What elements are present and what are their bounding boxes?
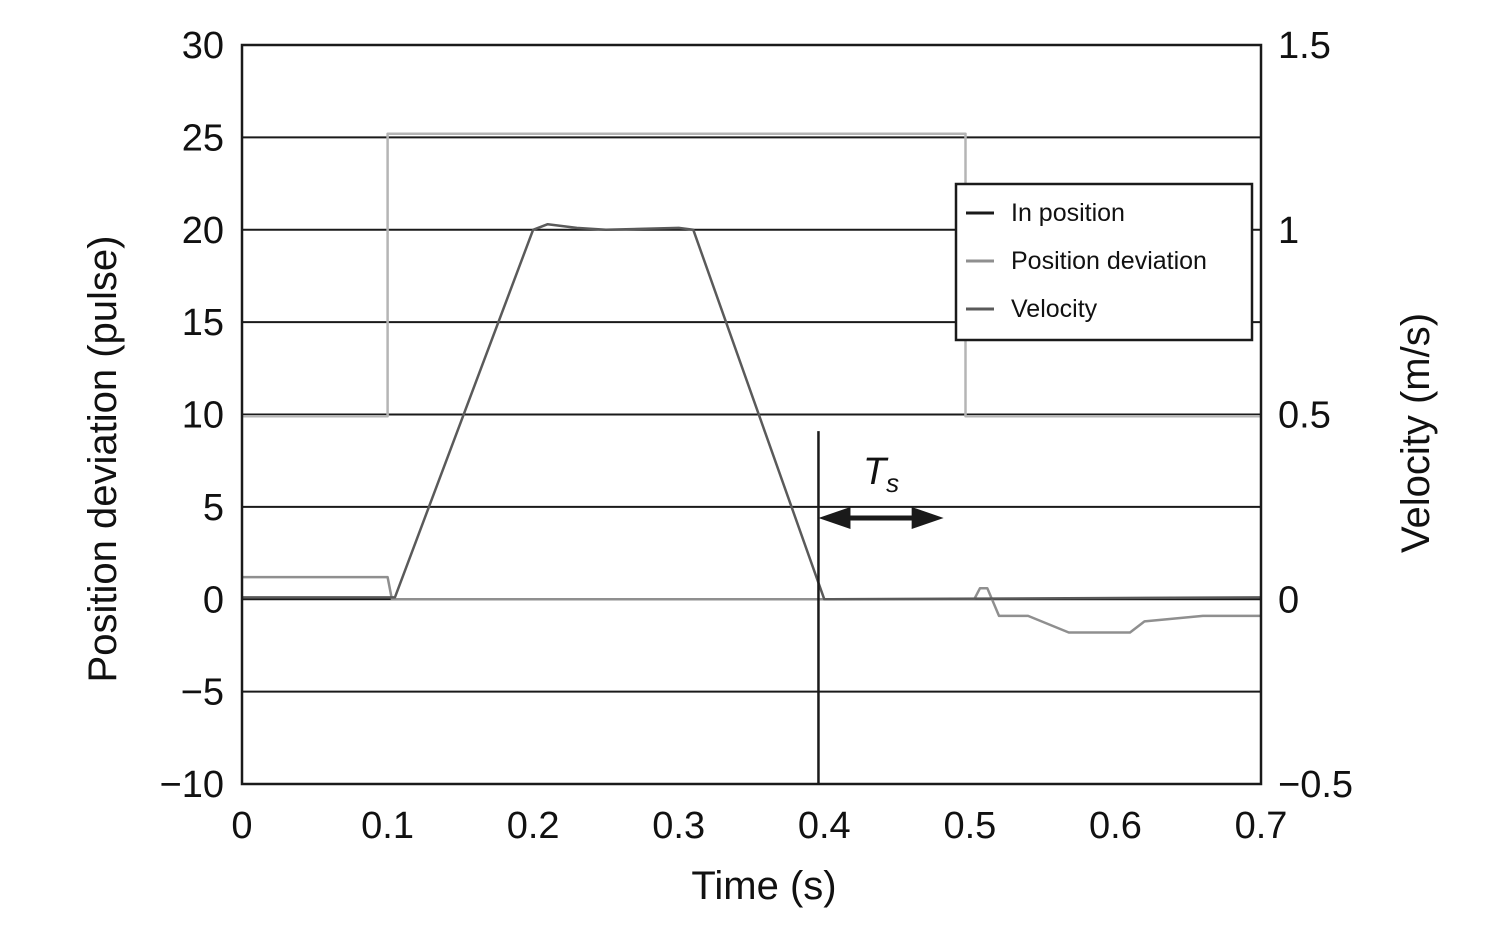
series-line-velocity xyxy=(242,222,1262,601)
legend-label-velocity: Velocity xyxy=(1011,295,1098,323)
y-tick-label: 5 xyxy=(203,487,224,529)
x-tick-label: 0.7 xyxy=(1235,805,1288,847)
grid-lines xyxy=(242,44,1261,785)
x-tick-label: 0.1 xyxy=(361,805,414,847)
x-tick-label: 0.3 xyxy=(652,805,705,847)
series-lines xyxy=(242,132,1262,634)
legend-label-in-position: In position xyxy=(1011,199,1125,227)
x-tick-label: 0.4 xyxy=(798,805,851,847)
y-tick-label: 20 xyxy=(182,210,224,252)
y2-tick-label: 0 xyxy=(1278,579,1299,621)
y-tick-label: 10 xyxy=(182,395,224,437)
plot-frame xyxy=(240,43,1263,786)
x-axis-title: Time (s) xyxy=(691,864,836,908)
ts-annotation: Ts xyxy=(817,431,944,784)
arrow-head-left-icon xyxy=(818,506,851,529)
legend: In position Position deviation Velocity xyxy=(954,182,1254,342)
tick-labels: 0 0.1 0.2 0.3 0.4 0.5 0.6 0.7302520151050−5−101… xyxy=(160,25,1354,847)
legend-box xyxy=(954,182,1254,342)
series-line-in-position xyxy=(242,132,1261,418)
legend-label-position-deviation: Position deviation xyxy=(1011,247,1207,275)
y2-tick-label: 1 xyxy=(1278,210,1299,252)
y-tick-label: −5 xyxy=(181,672,224,714)
plot-border xyxy=(240,43,1263,786)
settling-time-label: Ts xyxy=(863,451,899,498)
x-tick-label: 0.6 xyxy=(1089,805,1142,847)
y2-tick-label: 1.5 xyxy=(1278,25,1331,67)
y2-axis-title: Velocity (m/s) xyxy=(1394,313,1438,553)
y-tick-label: −10 xyxy=(160,764,224,806)
x-tick-label: 0 xyxy=(231,805,252,847)
y-tick-label: 0 xyxy=(203,579,224,621)
y-tick-label: 30 xyxy=(182,25,224,67)
y-axis-title: Position deviation (pulse) xyxy=(81,236,125,683)
x-tick-label: 0.2 xyxy=(507,805,560,847)
y-tick-label: 25 xyxy=(182,117,224,159)
y2-tick-label: −0.5 xyxy=(1278,764,1353,806)
y2-tick-label: 0.5 xyxy=(1278,395,1331,437)
x-tick-label: 0.5 xyxy=(943,805,996,847)
arrow-head-right-icon xyxy=(911,506,944,529)
series-line-position-deviation xyxy=(242,575,1261,634)
y-tick-label: 15 xyxy=(182,302,224,344)
